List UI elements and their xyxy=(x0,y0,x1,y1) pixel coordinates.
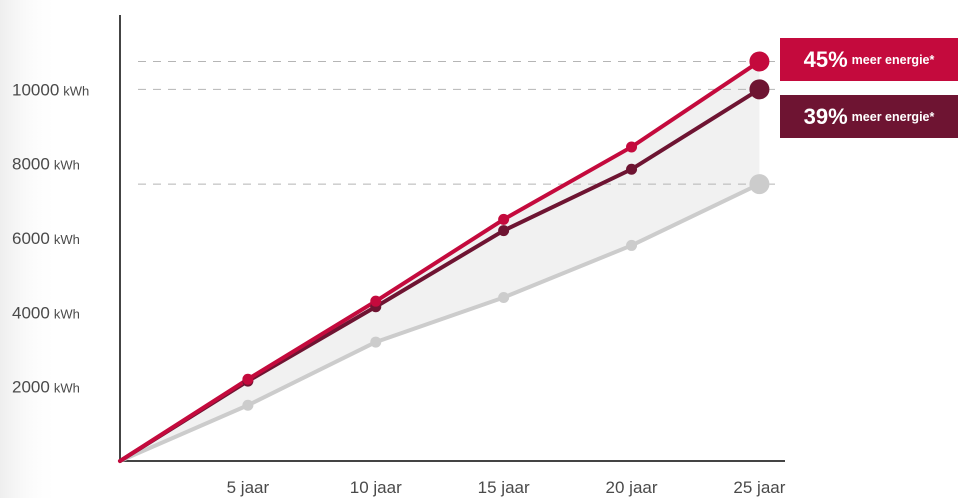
y-tick-label: 4000 kWh xyxy=(12,303,80,322)
y-tick-label: 6000 kWh xyxy=(12,229,80,248)
series-line-0 xyxy=(118,59,762,463)
reference-lines-layer xyxy=(138,60,775,185)
series-point-0-4 xyxy=(626,141,638,153)
series-point-1-5 xyxy=(749,79,770,100)
y-tick-labels: 2000 kWh 4000 kWh 6000 kWh 8000 kWh 10000 kWh xyxy=(12,80,89,396)
series-point-0-1 xyxy=(242,373,254,385)
series-point-2-3 xyxy=(498,291,510,303)
badge-text: meer energie* xyxy=(851,52,935,67)
badge-percent: 39% xyxy=(803,103,848,129)
series-point-2-4 xyxy=(626,239,638,251)
y-tick-label: 2000 kWh xyxy=(12,378,80,397)
x-tick-label: 10 jaar xyxy=(350,478,402,497)
x-tick-labels: 5 jaar 10 jaar 15 jaar 20 jaar 25 jaar xyxy=(227,478,786,497)
series-point-0-2 xyxy=(370,295,382,307)
x-tick-label: 20 jaar xyxy=(606,478,658,497)
y-tick-label: 8000 kWh xyxy=(12,155,80,174)
series-points-layer xyxy=(242,51,770,411)
series-point-2-2 xyxy=(370,336,382,348)
series-point-2-5 xyxy=(749,174,770,195)
x-tick-label: 25 jaar xyxy=(733,478,785,497)
badge-39-percent: 39% meer energie* xyxy=(780,95,958,138)
badge-45-percent: 45% meer energie* xyxy=(780,38,958,81)
badge-percent: 45% xyxy=(803,46,848,72)
series-point-1-4 xyxy=(626,163,638,175)
series-lines-layer xyxy=(118,59,762,463)
background-fade xyxy=(0,0,60,498)
series-point-0-3 xyxy=(498,213,510,225)
series-point-2-1 xyxy=(242,399,254,411)
series-point-0-5 xyxy=(749,51,770,72)
y-tick-label: 10000 kWh xyxy=(12,80,89,99)
series-line-2 xyxy=(118,182,762,463)
badge-text: meer energie* xyxy=(851,109,935,124)
series-point-1-3 xyxy=(498,225,510,237)
axes-layer xyxy=(119,15,785,462)
x-tick-label: 5 jaar xyxy=(227,478,270,497)
x-tick-label: 15 jaar xyxy=(478,478,530,497)
